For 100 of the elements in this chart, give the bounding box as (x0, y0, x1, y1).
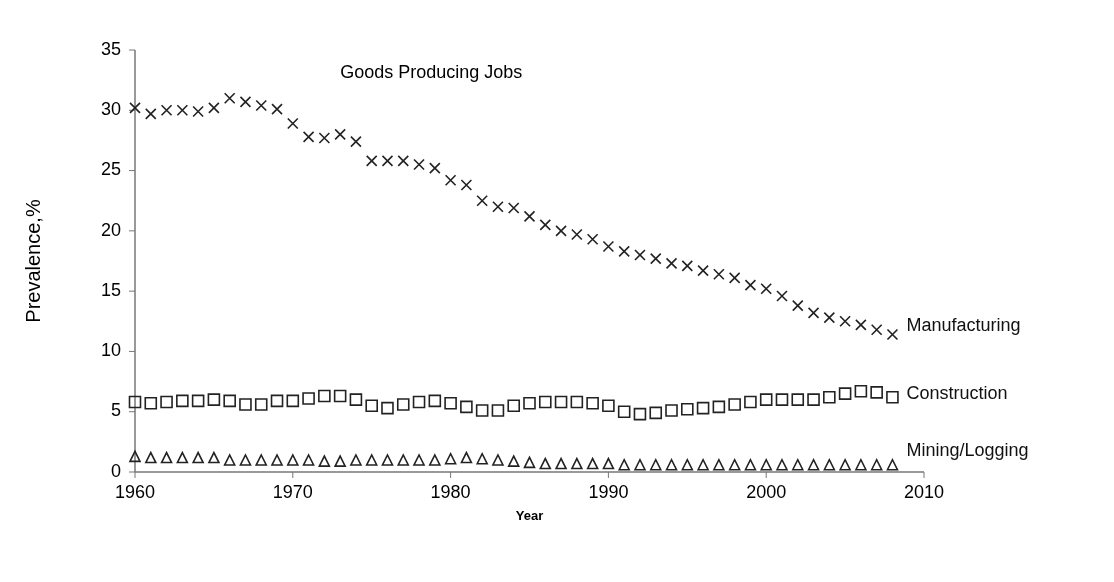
point (728, 398, 741, 411)
point (318, 455, 331, 467)
point (286, 394, 300, 408)
point (665, 404, 678, 417)
point (570, 395, 584, 409)
point (791, 393, 805, 406)
point (334, 455, 346, 467)
point (791, 299, 804, 312)
y-axis-title: Prevalence,% (22, 199, 44, 323)
point (728, 272, 741, 284)
point (287, 117, 299, 130)
point (333, 389, 347, 403)
point (618, 245, 630, 258)
point (523, 396, 536, 410)
point (602, 399, 615, 412)
point (491, 404, 505, 417)
text: Goods Producing Jobs (340, 62, 523, 82)
point (523, 210, 536, 223)
point (429, 162, 441, 174)
point (618, 458, 630, 471)
y-tick-label: 15 (100, 279, 121, 300)
x-tick-label: 2000 (746, 482, 787, 502)
point (444, 396, 457, 410)
point (381, 454, 394, 466)
point (192, 451, 204, 464)
point (823, 458, 836, 471)
point (539, 219, 552, 231)
point (776, 290, 788, 302)
point (554, 395, 568, 409)
point (381, 155, 394, 167)
point (144, 451, 157, 464)
y-tick-label: 30 (100, 99, 121, 120)
point (854, 384, 868, 398)
point (586, 396, 599, 410)
point (886, 390, 899, 404)
y-tick-label: 5 (110, 400, 121, 421)
point (476, 452, 488, 465)
point (634, 249, 646, 261)
point (129, 450, 141, 463)
point (365, 399, 378, 412)
point (255, 99, 268, 112)
point (460, 451, 473, 464)
point (318, 389, 331, 403)
point (681, 403, 694, 416)
point (602, 240, 615, 253)
point (428, 394, 442, 408)
point (444, 452, 457, 465)
point (254, 398, 268, 411)
point (397, 454, 410, 466)
point (460, 400, 473, 414)
point (539, 457, 552, 470)
point (318, 132, 331, 144)
point (712, 400, 726, 414)
point (807, 393, 820, 406)
point (475, 404, 489, 417)
point (807, 307, 820, 319)
point (870, 458, 883, 471)
point (160, 104, 173, 117)
y-tick-label: 35 (100, 38, 121, 59)
point (176, 451, 189, 464)
point (412, 395, 426, 409)
point (160, 451, 173, 464)
point (571, 228, 583, 241)
point (649, 458, 662, 471)
point (270, 394, 284, 408)
point (571, 457, 583, 470)
y-tick-label: 25 (100, 159, 121, 180)
point (586, 233, 599, 246)
point (744, 458, 757, 471)
x-axis-title: Year (515, 508, 544, 523)
point (870, 323, 883, 336)
point (728, 458, 741, 471)
point (129, 102, 141, 114)
point (207, 393, 221, 406)
point (176, 394, 189, 408)
point (302, 131, 315, 143)
point (350, 135, 362, 148)
point (365, 155, 378, 167)
series-label: Manufacturing (906, 315, 1021, 336)
point (760, 458, 772, 471)
point (144, 396, 158, 410)
point (791, 458, 804, 471)
point (713, 458, 725, 471)
x-tick-label: 1980 (430, 482, 471, 502)
point (617, 405, 631, 419)
point (602, 457, 615, 470)
point (429, 454, 441, 466)
point (396, 398, 410, 411)
point (350, 454, 362, 466)
point (870, 386, 883, 399)
point (713, 268, 725, 281)
x-tick-label: 1990 (588, 482, 629, 502)
point (886, 458, 899, 471)
y-tick-label: 0 (110, 460, 121, 481)
point (223, 454, 236, 466)
point (349, 393, 363, 406)
point (555, 225, 567, 237)
point (775, 393, 789, 406)
point (239, 454, 252, 466)
point (681, 458, 694, 471)
